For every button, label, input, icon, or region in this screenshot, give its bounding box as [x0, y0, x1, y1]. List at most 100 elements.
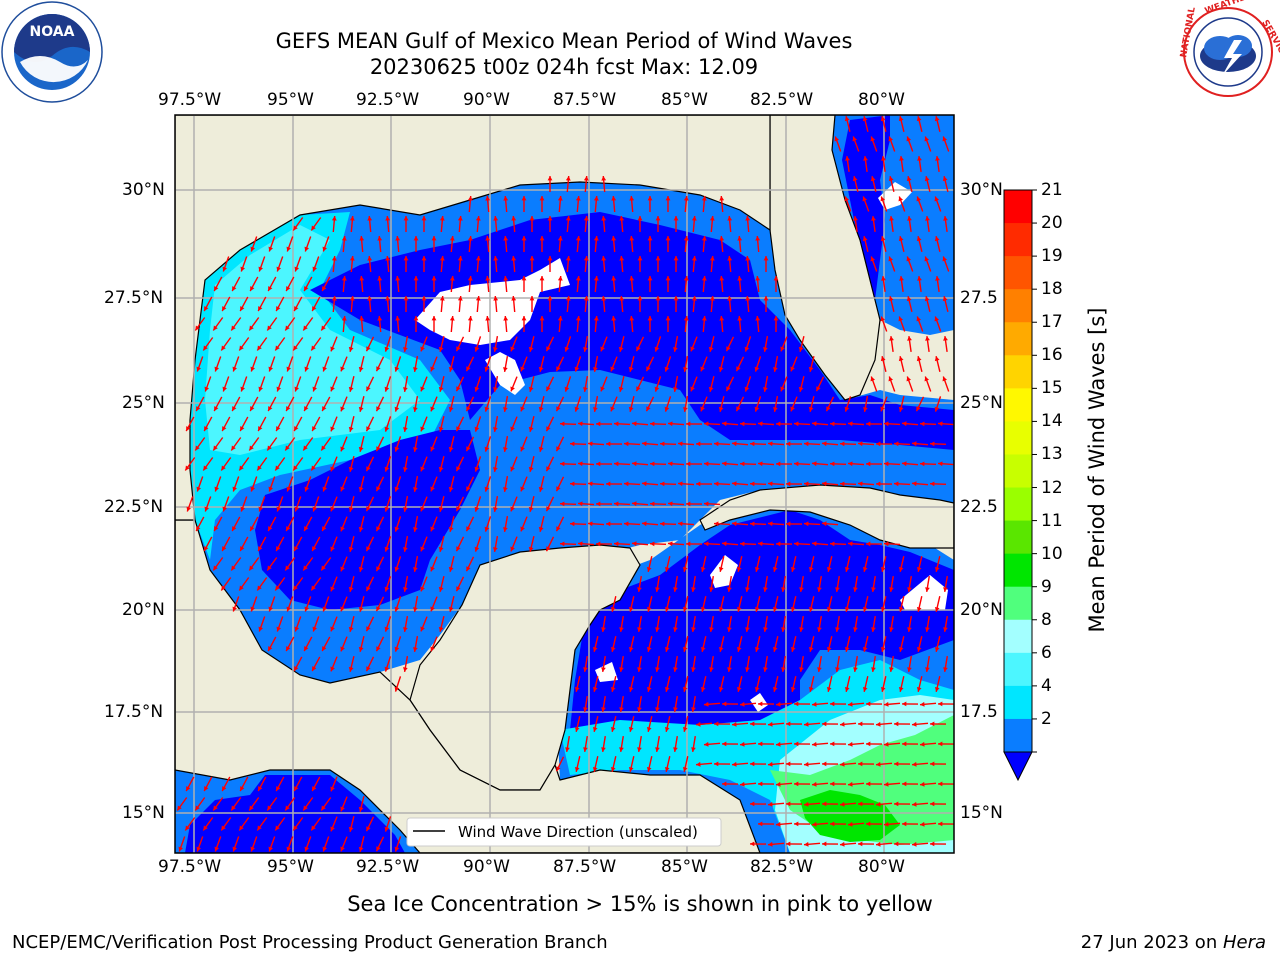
lon-label-bottom: 97.5°W [158, 857, 222, 877]
wave-direction-arrowhead [449, 236, 455, 241]
lat-label-right: 20°N [960, 600, 1003, 620]
wave-direction-arrowhead [870, 256, 875, 262]
wave-direction-arrowhead [812, 781, 817, 787]
wave-direction-arrowhead [358, 366, 364, 372]
wave-direction-arrowhead [853, 216, 858, 221]
wave-direction-arrowhead [583, 216, 589, 221]
wave-direction-arrowhead [930, 801, 935, 807]
wave-direction-arrowhead [763, 296, 769, 301]
wave-direction-arrowhead [732, 721, 737, 727]
colorbar-segment [1004, 421, 1032, 455]
wave-direction-arrowhead [430, 486, 435, 492]
wave-direction-arrowhead [520, 446, 525, 452]
wave-direction-arrowhead [565, 216, 571, 221]
wave-direction-arrowhead [943, 667, 948, 672]
wave-direction-arrowhead [628, 727, 634, 732]
wave-direction-arrowhead [776, 461, 781, 467]
wave-direction-arrowhead [359, 236, 365, 241]
wave-direction-arrowhead [439, 256, 445, 261]
wave-direction-arrowhead [808, 687, 814, 692]
wave-direction-arrowhead [304, 606, 309, 612]
wave-direction-arrowhead [781, 627, 786, 632]
no-data-patch [595, 662, 618, 682]
wave-direction-arrowhead [276, 386, 281, 392]
wave-direction-arrowhead [907, 587, 912, 592]
wave-direction-arrowhead [898, 567, 904, 572]
wave-direction-arrowhead [920, 461, 925, 467]
wave-direction-arrowhead [755, 316, 761, 321]
wave-direction-arrowhead [341, 276, 347, 281]
wave-direction-arrowhead [794, 541, 799, 547]
wave-direction-arrowhead [413, 487, 418, 492]
colorbar-segment [1004, 487, 1032, 522]
lon-label-bottom: 85°W [661, 857, 708, 877]
wave-direction-arrowhead [574, 366, 580, 372]
wave-direction-arrowhead [637, 747, 642, 752]
wave-direction-arrowhead [358, 526, 364, 532]
colorbar [1003, 189, 1037, 782]
wave-direction-arrowhead [704, 701, 709, 707]
wave-direction-arrowhead [331, 216, 337, 221]
wave-direction-arrowhead [691, 707, 696, 712]
wave-direction-arrowhead [222, 546, 227, 552]
colorbar-tick-label: 6 [1041, 642, 1052, 663]
no-data-patch [878, 182, 912, 210]
wave-direction-arrowhead [935, 276, 940, 281]
wave-direction-arrowhead [790, 607, 796, 612]
wave-direction-arrowhead [312, 426, 317, 432]
wave-direction-arrowhead [214, 526, 219, 532]
wave-direction-arrowhead [665, 196, 671, 201]
atlantic-deep [842, 115, 890, 300]
wave-direction-arrowhead [894, 761, 899, 767]
wave-direction-arrowhead [722, 461, 727, 467]
wave-direction-arrowhead [763, 627, 768, 632]
wave-direction-arrowhead [799, 627, 804, 632]
wave-direction-arrowhead [722, 741, 727, 747]
lat-label-right: 22.5 [960, 497, 998, 517]
wave-direction-arrowhead [916, 607, 922, 612]
wave-direction-arrowhead [794, 461, 799, 467]
wave-direction-arrowhead [231, 565, 236, 571]
wave-direction-arrowhead [395, 316, 401, 321]
wave-direction-arrowhead [222, 426, 227, 432]
wave-direction-arrowhead [538, 366, 544, 372]
wave-direction-arrowhead [610, 687, 616, 692]
wave-direction-arrowhead [376, 846, 381, 852]
wave-direction-arrowhead [511, 296, 517, 301]
wave-direction-arrowhead [340, 806, 345, 812]
wave-direction-arrowhead [610, 406, 615, 412]
colorbar-segment [1004, 322, 1032, 356]
wave-direction-arrowhead [574, 406, 580, 412]
wave-direction-arrowhead [593, 196, 599, 201]
wave-direction-arrowhead [744, 386, 750, 392]
wave-direction-arrowhead [683, 196, 689, 201]
wave-direction-arrowhead [511, 256, 517, 261]
wave-direction-arrowhead [304, 526, 309, 532]
wave-direction-arrowhead [686, 501, 691, 507]
wave-direction-arrowhead [528, 506, 534, 512]
wave-direction-arrowhead [701, 276, 707, 281]
wave-direction-arrowhead [642, 481, 647, 487]
wave-direction-arrowhead [755, 276, 761, 281]
wave-direction-arrowhead [704, 541, 709, 547]
wave-direction-arrowhead [438, 546, 444, 552]
wave-direction-arrowhead [776, 821, 781, 827]
wave-direction-arrowhead [413, 527, 418, 532]
wave-direction-arrowhead [565, 176, 571, 181]
wave-direction-arrowhead [798, 386, 804, 392]
wave-direction-arrowhead [529, 296, 535, 301]
colorbar-segment [1004, 454, 1032, 489]
wave-direction-arrowhead [485, 316, 491, 321]
wave-direction-arrowhead [642, 441, 647, 447]
wave-direction-arrowhead [348, 466, 354, 472]
wave-direction-arrowhead [413, 316, 419, 321]
wave-direction-arrowhead [358, 846, 364, 852]
wave-direction-arrowhead [642, 521, 647, 527]
wave-direction-arrowhead [503, 487, 508, 492]
wave-direction-arrowhead [907, 627, 912, 632]
colorbar-frame [1003, 189, 1033, 753]
wave-direction-arrowhead [250, 486, 255, 492]
wave-direction-arrowhead [557, 196, 563, 201]
wave-direction-arrowhead [592, 767, 598, 772]
